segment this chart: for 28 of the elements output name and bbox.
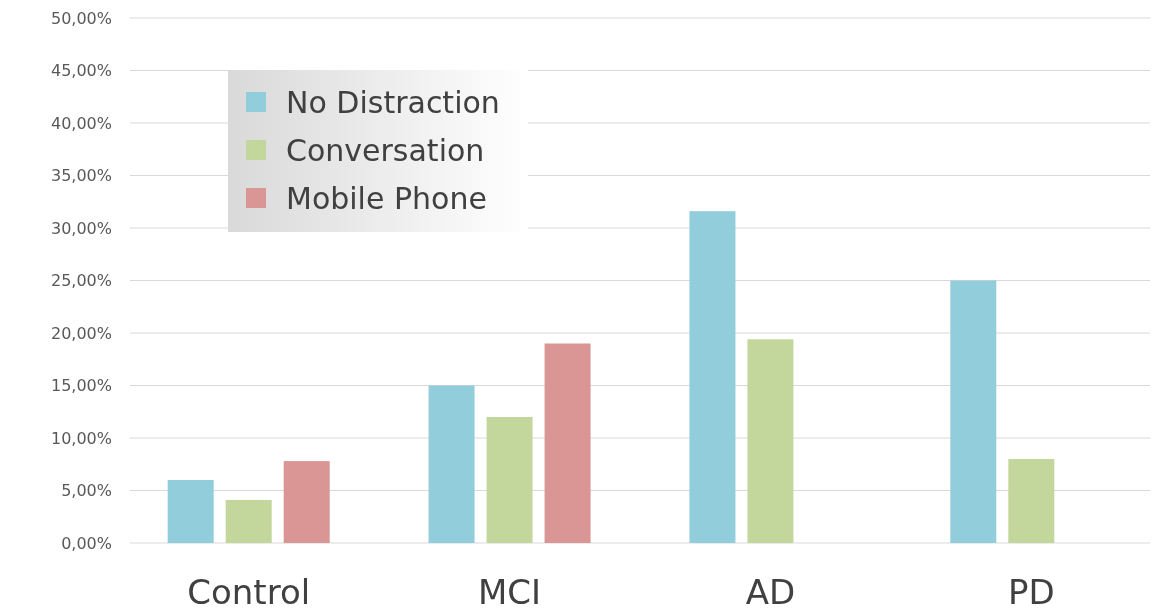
y-tick-label: 10,00% [50, 428, 112, 448]
bar [486, 417, 533, 543]
bar [428, 385, 475, 543]
bar [747, 339, 794, 543]
bar [689, 211, 736, 543]
legend-label: Conversation [286, 132, 485, 168]
bar [544, 343, 591, 543]
x-tick-label: AD [745, 572, 796, 612]
legend-label: Mobile Phone [286, 180, 487, 216]
y-tick-label: 30,00% [50, 218, 112, 238]
y-tick-label: 0,00% [61, 533, 112, 553]
bar [225, 499, 272, 543]
bar [167, 480, 214, 543]
y-tick-label: 15,00% [50, 376, 112, 396]
y-tick-label: 20,00% [50, 323, 112, 343]
x-tick-label: PD [1007, 572, 1055, 612]
y-tick-label: 50,00% [50, 8, 112, 28]
y-tick-label: 45,00% [50, 61, 112, 81]
legend-label: No Distraction [286, 84, 500, 120]
y-tick-label: 40,00% [50, 113, 112, 133]
y-tick-label: 5,00% [61, 481, 112, 501]
y-tick-label: 35,00% [50, 166, 112, 186]
y-tick-label: 25,00% [50, 271, 112, 291]
bar [950, 280, 997, 543]
x-tick-label: MCI [478, 572, 542, 612]
bar [1008, 459, 1055, 543]
bar [283, 461, 330, 543]
x-tick-label: Control [187, 572, 311, 612]
